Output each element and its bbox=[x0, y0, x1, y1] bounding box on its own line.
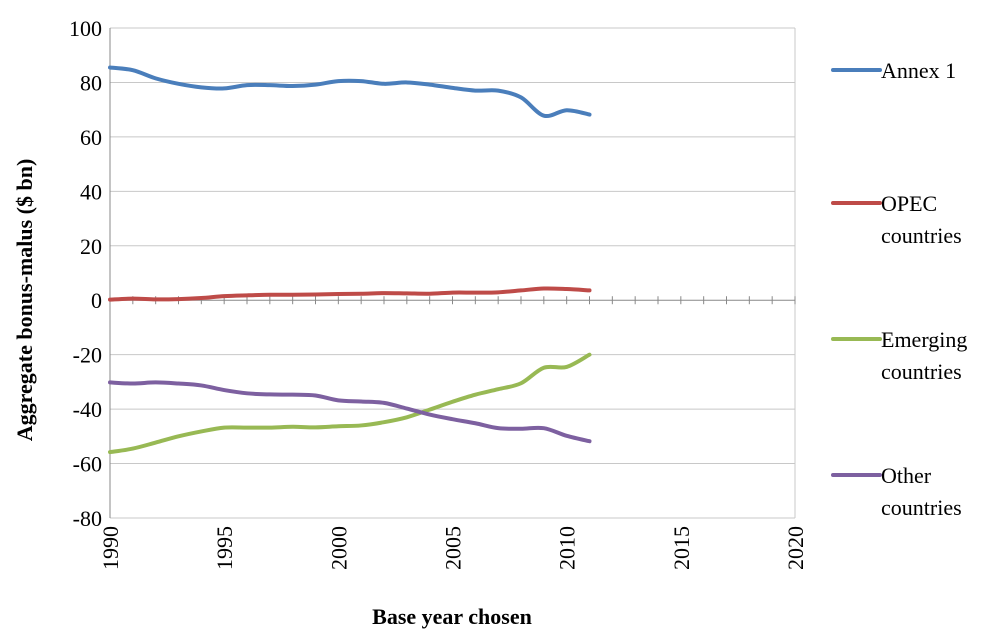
y-tick-label: 0 bbox=[91, 288, 102, 313]
series-line-emerging-countries bbox=[108, 352, 592, 455]
x-tick-label: 1990 bbox=[98, 526, 123, 570]
y-tick-label: -60 bbox=[73, 452, 102, 477]
legend-label: countries bbox=[881, 223, 962, 248]
legend-item-other-countries: Other countries bbox=[831, 463, 962, 520]
x-tick-label: 2005 bbox=[441, 526, 466, 570]
y-axis-title: Aggregate bonus-malus ($ bn) bbox=[12, 159, 37, 442]
x-tick-label: 1995 bbox=[212, 526, 237, 570]
y-tick-label: 20 bbox=[80, 234, 102, 259]
y-tick-label: 60 bbox=[80, 125, 102, 150]
legend-label: Annex 1 bbox=[881, 58, 956, 83]
series-lines bbox=[108, 65, 592, 455]
series-line-opec-countries bbox=[108, 286, 592, 302]
series-line-other-countries bbox=[108, 380, 592, 444]
legend-item-annex-1: Annex 1 bbox=[831, 58, 956, 83]
legend-label: Other bbox=[881, 463, 932, 488]
legend-label: Emerging bbox=[881, 327, 967, 352]
series-line-annex-1 bbox=[108, 65, 592, 119]
axes bbox=[109, 28, 796, 518]
y-tick-label: -80 bbox=[73, 506, 102, 531]
legend-item-opec-countries: OPEC countries bbox=[831, 191, 962, 248]
legend-label: OPEC bbox=[881, 191, 937, 216]
y-tick-label: -20 bbox=[73, 343, 102, 368]
legend-item-emerging-countries: Emerging countries bbox=[831, 327, 967, 384]
legend-label: countries bbox=[881, 359, 962, 384]
y-tick-label: 40 bbox=[80, 179, 102, 204]
y-tick-label: 80 bbox=[80, 70, 102, 95]
y-tick-label: 100 bbox=[69, 16, 102, 41]
legend: Annex 1OPECcountriesEmergingcountriesOth… bbox=[831, 58, 967, 520]
y-tick-label: -40 bbox=[73, 397, 102, 422]
x-tick-label: 2020 bbox=[783, 526, 808, 570]
x-axis-title: Base year chosen bbox=[372, 604, 532, 629]
legend-label: countries bbox=[881, 495, 962, 520]
gridlines bbox=[110, 27, 795, 519]
x-tick-label: 2010 bbox=[555, 526, 580, 570]
x-tick-label: 2015 bbox=[669, 526, 694, 570]
x-tick-label: 2000 bbox=[326, 526, 351, 570]
